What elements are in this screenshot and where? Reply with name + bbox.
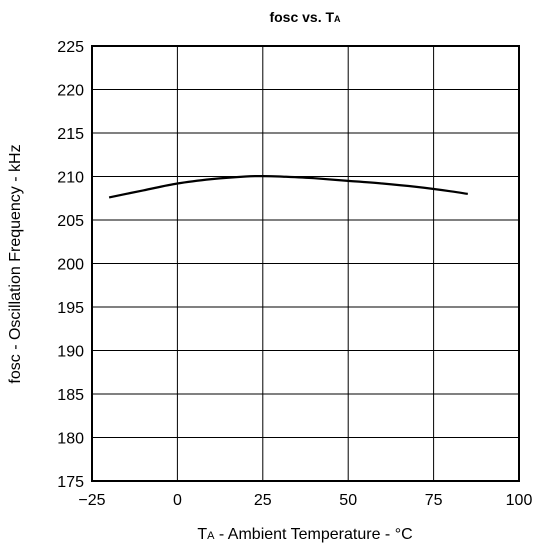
x-tick-label: −25 <box>78 492 105 509</box>
x-tick-label: 75 <box>425 492 443 509</box>
y-tick-label: 175 <box>57 474 84 491</box>
series-line <box>108 174 468 199</box>
x-tick-label: 100 <box>506 492 533 509</box>
chart-title-subscript: A <box>334 14 341 24</box>
y-tick-label: 195 <box>57 300 84 317</box>
x-axis-label-rest: - Ambient Temperature - °C <box>214 526 412 543</box>
chart-title: fosc vs. TA <box>269 9 341 25</box>
y-tick-label: 215 <box>57 126 84 143</box>
y-tick-label: 190 <box>57 344 84 361</box>
y-tick-label: 220 <box>57 83 84 100</box>
plot-frame <box>91 45 520 482</box>
x-tick-label: 50 <box>339 492 357 509</box>
y-tick-labels: 175 180 185 190 195 200 205 210 215 220 225 <box>57 39 84 491</box>
x-tick-labels: −25 0 25 50 75 100 <box>78 492 532 509</box>
chart-title-main: fosc vs. T <box>269 9 334 25</box>
x-axis-label: TA - Ambient Temperature - °C <box>197 526 412 543</box>
y-tick-label: 210 <box>57 170 84 187</box>
x-tick-label: 0 <box>173 492 182 509</box>
x-tick-label: 25 <box>254 492 272 509</box>
y-tick-label: 205 <box>57 213 84 230</box>
y-tick-label: 200 <box>57 257 84 274</box>
y-tick-label: 185 <box>57 387 84 404</box>
x-axis-label-prefix: T <box>197 526 207 543</box>
x-axis-label-subscript: A <box>207 530 215 542</box>
gridlines <box>91 45 520 482</box>
y-tick-label: 180 <box>57 431 84 448</box>
y-axis-label: fosc - Oscillation Frequency - kHz <box>7 144 24 383</box>
y-tick-label: 225 <box>57 39 84 56</box>
series-group <box>108 174 468 199</box>
